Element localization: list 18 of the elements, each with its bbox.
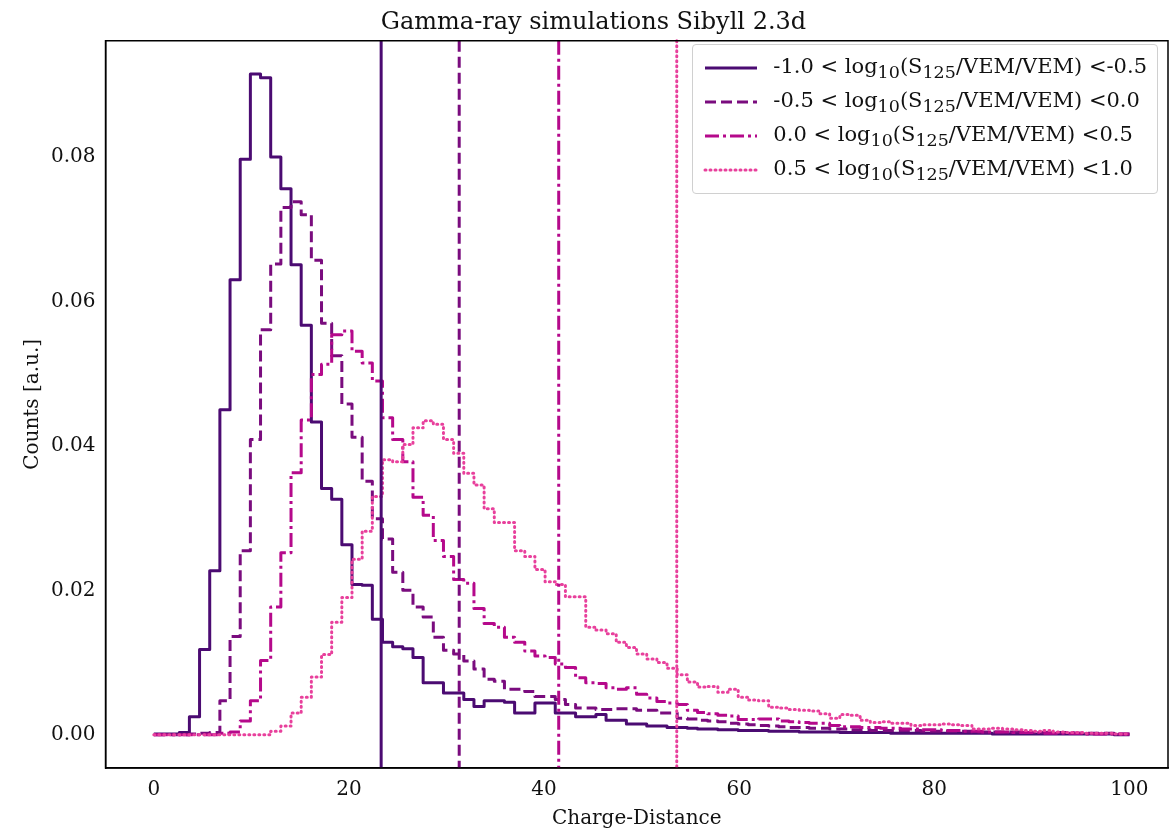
legend-label: -1.0 < log$_{10}$(S$_{125}$/VEM/VEM) <-0.5	[773, 53, 1147, 83]
y-axis-title: Counts [a.u.]	[19, 338, 44, 470]
legend-label: 0.0 < log$_{10}$(S$_{125}$/VEM/VEM) <0.5	[773, 121, 1133, 151]
y-tick-label: 0.04	[51, 432, 96, 457]
y-tick-label: 0.00	[51, 720, 96, 745]
legend-label: 0.5 < log$_{10}$(S$_{125}$/VEM/VEM) <1.0	[773, 155, 1133, 185]
x-tick-label: 40	[531, 776, 557, 801]
legend-label: -0.5 < log$_{10}$(S$_{125}$/VEM/VEM) <0.0	[773, 87, 1140, 117]
chart-title: Gamma-ray simulations Sibyll 2.3d	[380, 6, 807, 35]
x-tick-label: 20	[336, 776, 362, 801]
x-tick-label: 100	[1110, 776, 1149, 801]
x-axis-title: Charge-Distance	[551, 805, 722, 830]
x-tick-label: 80	[921, 776, 948, 801]
y-tick-label: 0.02	[51, 576, 96, 601]
x-tick-label: 60	[726, 776, 752, 801]
x-tick-label: 0	[147, 776, 161, 801]
y-tick-label: 0.06	[51, 287, 96, 312]
y-tick-label: 0.08	[51, 143, 96, 168]
